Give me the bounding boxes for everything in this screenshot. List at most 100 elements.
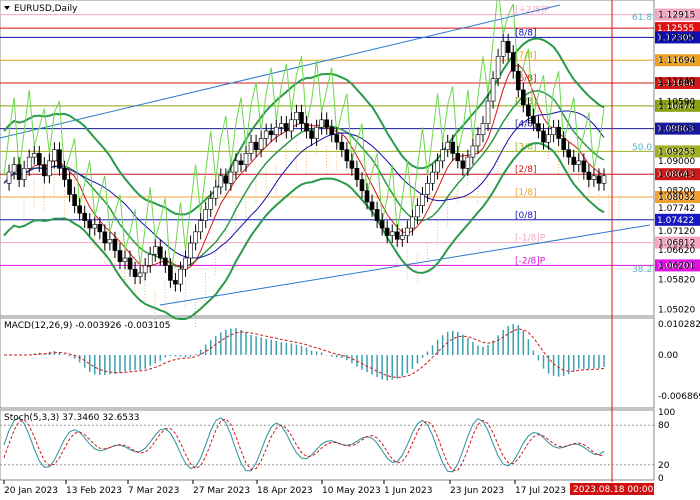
candle-body (384, 227, 390, 236)
candle-body (354, 168, 360, 180)
candle-body (440, 149, 445, 162)
fib-label: 38.2 (632, 265, 652, 275)
level-price-text: 1.09253 (657, 147, 694, 157)
candle-body (193, 231, 198, 244)
level-price-text: 1.08643 (657, 170, 694, 180)
candle-body (117, 250, 123, 263)
candle-body (430, 171, 435, 184)
macd-axis: 0.010282 0.00 -0.006869 (658, 320, 700, 402)
candle-body (198, 220, 203, 233)
chart-dropdown-icon[interactable] (4, 6, 10, 10)
candle-body (500, 41, 506, 57)
candle-body (258, 138, 264, 150)
moving-average-red (3, 64, 605, 270)
time-tick-label: 10 May 2023 (322, 486, 381, 496)
time-tick-label: 18 Apr 2023 (257, 486, 313, 496)
level-price-text: 1.08032 (657, 193, 694, 203)
candle-body (238, 160, 244, 165)
level-price-badge (655, 259, 700, 272)
level-price-badge (655, 213, 700, 226)
candle-body (531, 115, 536, 124)
candle-body (526, 104, 531, 117)
candle-body (122, 257, 128, 263)
stoch-tick-label: 100 (658, 408, 675, 418)
level-price-badge (655, 145, 700, 158)
stoch-tick-label: 20 (658, 461, 670, 471)
level-price-text: 1.12305 (657, 33, 694, 43)
price-tick-label: 1.09253 (658, 147, 695, 157)
symbol-label: EURUSD,Daily (14, 4, 78, 14)
candle-body (132, 268, 138, 277)
macd-panel[interactable] (0, 317, 655, 409)
candle-body (208, 197, 214, 210)
candle-body (420, 194, 425, 206)
candle-body (72, 194, 77, 206)
level-label: [-1/8]P (515, 234, 546, 244)
candle-body (173, 280, 178, 285)
price-tick-label: 1.12305 (658, 33, 695, 43)
price-tick-label: 1.08200 (658, 187, 695, 197)
level-price-badge (655, 191, 700, 204)
candle-body (203, 209, 208, 221)
candle-body (596, 175, 602, 184)
candle-body (324, 119, 329, 128)
candlesticks (6, 33, 607, 292)
time-tick-label: 13 Feb 2023 (66, 486, 122, 496)
level-label: [1/8] (515, 188, 537, 198)
level-price-badge (655, 99, 700, 112)
candle-body (107, 239, 113, 244)
candle-body (127, 257, 133, 270)
candle-body (183, 257, 188, 270)
candle-body (490, 78, 496, 102)
candle-body (576, 160, 582, 165)
candle-body (581, 160, 587, 173)
candle-body (319, 119, 324, 128)
candle-body (314, 126, 319, 139)
candle-body (77, 205, 82, 214)
candle-body (510, 52, 516, 72)
candle-body (36, 153, 42, 165)
candle-body (21, 168, 27, 180)
time-tick-label: 23 Jun 2023 (450, 486, 504, 496)
candle-body (410, 216, 415, 229)
stoch-panel[interactable] (0, 409, 655, 481)
price-tick-label: 1.06620 (658, 246, 695, 256)
time-tick-label: 27 Mar 2023 (193, 486, 250, 496)
level-price-badge (655, 77, 700, 90)
bollinger-bands (3, 0, 605, 320)
candle-body (566, 149, 572, 158)
candle-body (455, 153, 461, 162)
level-label: [6/8] (515, 74, 537, 84)
level-price-text: 1.12555 (657, 24, 694, 34)
bollinger-middle (3, 90, 605, 268)
candle-body (284, 123, 289, 132)
level-label: [4/8] (515, 120, 537, 130)
candle-body (546, 134, 551, 143)
candle-body (495, 55, 501, 79)
level-price-badge (655, 22, 700, 35)
channel-upper-line (0, 4, 561, 139)
level-price-text: 1.11084 (657, 79, 694, 89)
candle-body (329, 126, 335, 136)
candle-body (87, 220, 93, 229)
candle-body (97, 224, 103, 233)
candle-body (359, 179, 365, 192)
price-tick-label: 1.10590 (658, 97, 695, 107)
level-price-text: 1.09863 (657, 125, 694, 135)
candle-body (147, 253, 153, 266)
level-price-text: 1.06201 (657, 261, 694, 271)
fib-label: 50.0 (632, 143, 652, 153)
level-label: [7/8] (515, 51, 537, 61)
level-price-badge (655, 54, 700, 67)
candle-body (289, 119, 294, 132)
level-label: [-2/8]P (515, 256, 546, 266)
candle-body (57, 149, 62, 169)
candle-body (233, 160, 239, 173)
candle-body (415, 205, 420, 218)
price-tick-label: 1.07120 (658, 227, 695, 237)
level-price-text: 1.06812 (657, 239, 694, 249)
candle-body (31, 153, 37, 158)
candle-body (394, 231, 400, 240)
time-axis: 20 Jan 2023 13 Feb 2023 7 Mar 2023 27 Mar 2… (3, 480, 566, 496)
